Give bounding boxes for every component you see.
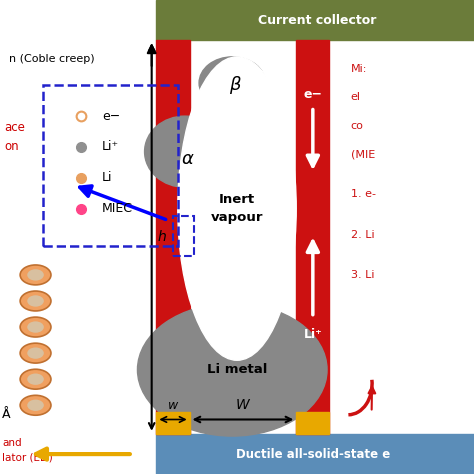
Text: 1. e-: 1. e- — [351, 189, 376, 200]
Ellipse shape — [199, 57, 265, 109]
Ellipse shape — [20, 343, 51, 363]
Text: Current collector: Current collector — [258, 14, 377, 27]
Text: Ductile all-solid-state e: Ductile all-solid-state e — [236, 447, 390, 461]
Ellipse shape — [178, 57, 296, 360]
Text: and
lator (ELI): and lator (ELI) — [2, 438, 53, 462]
Text: Å: Å — [2, 408, 11, 421]
Text: Li metal: Li metal — [207, 363, 267, 376]
Text: ace
on: ace on — [5, 121, 26, 154]
Text: h: h — [157, 230, 166, 244]
Text: β: β — [229, 76, 240, 94]
Ellipse shape — [20, 369, 51, 389]
Ellipse shape — [20, 395, 51, 415]
Text: w: w — [168, 399, 178, 412]
Ellipse shape — [145, 116, 225, 187]
Bar — [43, 85, 178, 246]
Ellipse shape — [27, 400, 44, 411]
Ellipse shape — [27, 295, 44, 307]
Bar — [156, 412, 190, 434]
Bar — [296, 40, 329, 434]
Text: Inert
vapour: Inert vapour — [211, 193, 263, 224]
Bar — [156, 434, 474, 474]
Bar — [173, 216, 194, 256]
Text: 3. Li: 3. Li — [351, 270, 374, 280]
Bar — [156, 0, 474, 40]
Text: n (Coble creep): n (Coble creep) — [9, 54, 95, 64]
Ellipse shape — [27, 269, 44, 281]
Ellipse shape — [20, 317, 51, 337]
Text: 2. Li: 2. Li — [351, 229, 374, 240]
Text: co: co — [351, 120, 364, 131]
Text: el: el — [351, 92, 361, 102]
Bar — [156, 40, 190, 434]
Text: α: α — [181, 150, 193, 168]
Text: (MIE: (MIE — [351, 149, 375, 159]
Ellipse shape — [27, 374, 44, 385]
Bar — [296, 412, 329, 434]
Text: Mi:: Mi: — [351, 64, 367, 74]
Text: Li: Li — [102, 171, 112, 184]
Ellipse shape — [20, 265, 51, 285]
Ellipse shape — [20, 291, 51, 311]
Text: e−: e− — [102, 109, 120, 123]
Ellipse shape — [27, 321, 44, 333]
Ellipse shape — [27, 347, 44, 359]
Text: e−: e− — [303, 88, 322, 101]
Text: MIEC: MIEC — [102, 202, 133, 215]
Text: Li⁺: Li⁺ — [303, 328, 322, 341]
Ellipse shape — [137, 303, 327, 436]
Text: W: W — [236, 398, 250, 412]
Text: Li⁺: Li⁺ — [102, 140, 119, 154]
